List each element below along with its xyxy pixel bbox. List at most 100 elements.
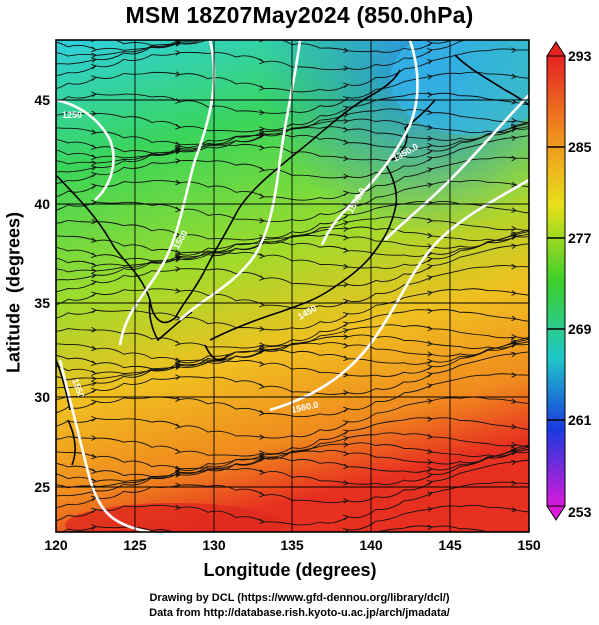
streamline-arrowhead bbox=[175, 472, 181, 478]
streamline-arrowhead bbox=[343, 498, 349, 504]
streamline-arrowhead bbox=[511, 340, 517, 347]
streamline-arrowhead bbox=[427, 416, 433, 422]
streamline-arrowhead bbox=[511, 459, 517, 466]
streamline-arrowhead bbox=[260, 25, 264, 30]
coastline-china-south bbox=[56, 359, 71, 411]
streamline-arrowhead bbox=[427, 74, 433, 80]
streamline-arrowhead bbox=[91, 252, 97, 259]
streamline-arrowhead bbox=[511, 423, 517, 430]
streamline-arrowhead bbox=[511, 225, 517, 232]
streamline-arrowhead bbox=[511, 232, 517, 239]
streamline-arrowhead bbox=[343, 321, 349, 327]
streamline bbox=[61, 504, 529, 532]
streamline bbox=[56, 432, 529, 470]
streamline-arrowhead bbox=[343, 139, 349, 146]
coastlines bbox=[56, 54, 529, 466]
contour-line-4 bbox=[320, 40, 419, 246]
coastline-kyushu bbox=[204, 344, 229, 361]
streamline-arrowhead bbox=[343, 126, 349, 133]
streamline bbox=[56, 92, 529, 133]
streamline-arrowhead bbox=[511, 263, 517, 270]
streamline-arrowhead bbox=[91, 57, 97, 63]
streamline-arrowhead bbox=[511, 506, 517, 513]
streamline bbox=[56, 216, 529, 254]
streamline bbox=[56, 40, 453, 65]
streamline-arrowhead bbox=[343, 263, 349, 270]
streamline-arrowhead bbox=[175, 288, 181, 294]
streamline-arrowhead bbox=[343, 312, 349, 318]
streamline-arrowhead bbox=[175, 40, 180, 43]
streamline-arrowhead bbox=[511, 125, 517, 131]
streamline-arrowhead bbox=[427, 351, 433, 357]
streamline-arrowhead bbox=[175, 123, 181, 130]
y-tick-labels: 25 30 35 40 45 bbox=[34, 92, 50, 495]
streamline-arrowhead bbox=[343, 435, 349, 442]
x-tick-label: 130 bbox=[202, 537, 226, 553]
streamline bbox=[56, 336, 529, 381]
streamline bbox=[56, 351, 529, 401]
streamline-arrowhead bbox=[511, 28, 516, 33]
streamline-arrowhead bbox=[511, 448, 517, 455]
streamline-arrowhead bbox=[91, 307, 97, 314]
streamline-arrowhead bbox=[259, 469, 265, 475]
streamline-arrowhead bbox=[91, 370, 97, 376]
streamline-arrowhead bbox=[259, 456, 265, 462]
streamline-arrowhead bbox=[343, 463, 349, 470]
colorbar-label: 261 bbox=[568, 412, 592, 428]
streamline-arrowhead bbox=[343, 514, 349, 521]
streamline-arrowhead bbox=[175, 423, 181, 430]
streamline bbox=[56, 118, 529, 154]
streamline-arrowhead bbox=[91, 453, 97, 460]
streamline-arrowhead bbox=[91, 165, 97, 171]
streamline-arrowhead bbox=[427, 448, 433, 455]
streamline-arrowhead bbox=[175, 266, 181, 272]
streamline-arrowhead bbox=[259, 491, 265, 498]
streamline-arrowhead bbox=[427, 340, 433, 347]
streamline-arrowhead bbox=[91, 75, 97, 81]
x-tick-label: 125 bbox=[123, 537, 147, 553]
streamline bbox=[56, 446, 529, 497]
streamline-arrowhead bbox=[427, 433, 433, 440]
streamline-arrowhead bbox=[175, 146, 181, 153]
streamline bbox=[56, 373, 529, 418]
streamline-arrowhead bbox=[343, 32, 348, 37]
streamline-arrowhead bbox=[91, 291, 97, 297]
streamline-arrowhead bbox=[427, 142, 433, 149]
streamline bbox=[56, 230, 529, 281]
streamline-arrowhead bbox=[175, 206, 181, 213]
streamline bbox=[56, 226, 529, 262]
streamline-arrowhead bbox=[91, 435, 97, 441]
streamline-arrowhead bbox=[259, 518, 265, 525]
contour-label: 1250 bbox=[62, 110, 82, 120]
streamline bbox=[56, 309, 529, 349]
streamline-arrowhead bbox=[427, 40, 433, 47]
streamline-arrowhead bbox=[343, 371, 349, 378]
streamline-arrowhead bbox=[175, 340, 181, 346]
streamline-arrowhead bbox=[175, 232, 181, 238]
streamline bbox=[56, 180, 529, 223]
streamline-arrowhead bbox=[175, 144, 181, 151]
streamline-arrowhead bbox=[511, 47, 517, 53]
streamline bbox=[56, 243, 529, 293]
streamline-arrowhead bbox=[427, 506, 433, 513]
streamline-arrowhead bbox=[175, 448, 181, 455]
streamline-arrowhead bbox=[427, 479, 433, 486]
streamline-arrowhead bbox=[511, 99, 517, 105]
streamline-arrowhead bbox=[343, 173, 349, 180]
streamline-arrowhead bbox=[427, 264, 433, 270]
streamline-arrowhead bbox=[91, 110, 97, 117]
streamline-arrowhead bbox=[427, 383, 433, 389]
streamline-arrowhead bbox=[91, 237, 97, 244]
streamline-arrowhead bbox=[511, 398, 517, 405]
streamline-arrowhead bbox=[343, 65, 349, 72]
temperature-field bbox=[56, 40, 529, 532]
streamline-arrowhead bbox=[343, 450, 349, 457]
contour-line-2 bbox=[118, 40, 216, 346]
contour-line-6 bbox=[269, 178, 529, 412]
streamline-arrowhead bbox=[427, 290, 433, 296]
streamline bbox=[56, 396, 529, 439]
streamline-arrowhead bbox=[175, 470, 181, 476]
streamline-arrowhead bbox=[259, 166, 265, 173]
streamline-arrowhead bbox=[427, 459, 433, 465]
